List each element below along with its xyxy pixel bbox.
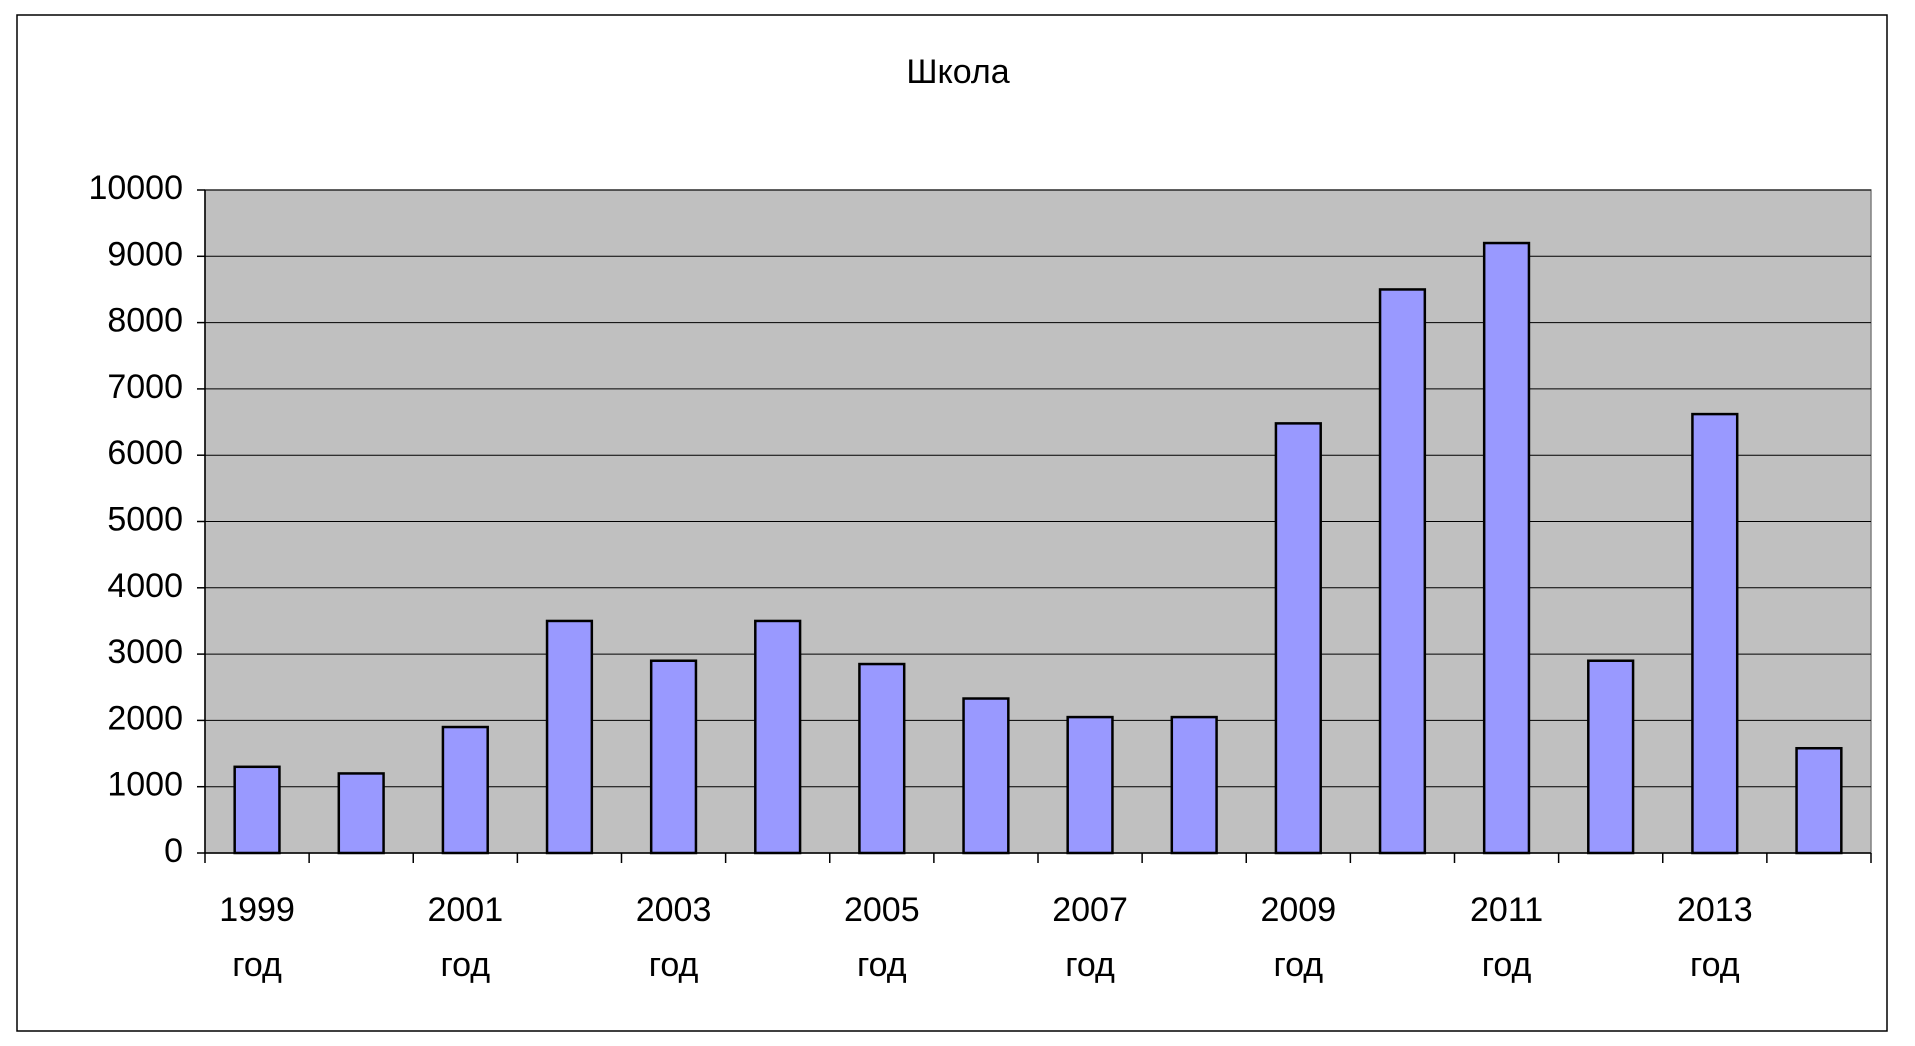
chart-title: Школа: [906, 53, 1009, 91]
bar: [858, 662, 906, 855]
bar: [233, 765, 281, 855]
bar: [1482, 241, 1531, 855]
bar: [1274, 422, 1322, 855]
y-tick-label: 10000: [88, 169, 183, 207]
y-tick-label: 5000: [107, 500, 183, 538]
y-tick-label: 1000: [107, 766, 183, 804]
y-tick-label: 3000: [107, 633, 183, 671]
x-tick-label: 2011 год: [1470, 891, 1544, 984]
bar: [441, 725, 489, 855]
bar: [1795, 746, 1843, 855]
bar: [649, 659, 698, 855]
x-tick-label: 1999 год: [219, 891, 295, 984]
y-tick-label: 2000: [107, 699, 183, 737]
y-tick-label: 7000: [107, 368, 183, 406]
y-tick-label: 8000: [107, 302, 183, 340]
bar: [1691, 412, 1739, 855]
bar: [1170, 715, 1218, 855]
x-tick-label: 2007 год: [1052, 891, 1128, 984]
bar: [1066, 715, 1114, 855]
bar: [754, 619, 802, 855]
y-tick-label: 9000: [107, 235, 183, 273]
x-tick-label: 2013 год: [1676, 891, 1753, 984]
bar: [337, 772, 385, 855]
x-tick-label: 2001 год: [427, 891, 504, 984]
bar: [1378, 288, 1427, 855]
bar: [1587, 659, 1635, 855]
bar: [545, 619, 594, 855]
y-tick-label: 6000: [107, 434, 183, 472]
x-tick-label: 2003 год: [635, 891, 712, 984]
x-tick-label: 2009 год: [1260, 891, 1337, 984]
x-tick-label: 2005 год: [843, 891, 920, 984]
y-tick-label: 0: [164, 832, 183, 870]
y-tick-label: 4000: [107, 567, 183, 605]
bar: [962, 697, 1010, 855]
